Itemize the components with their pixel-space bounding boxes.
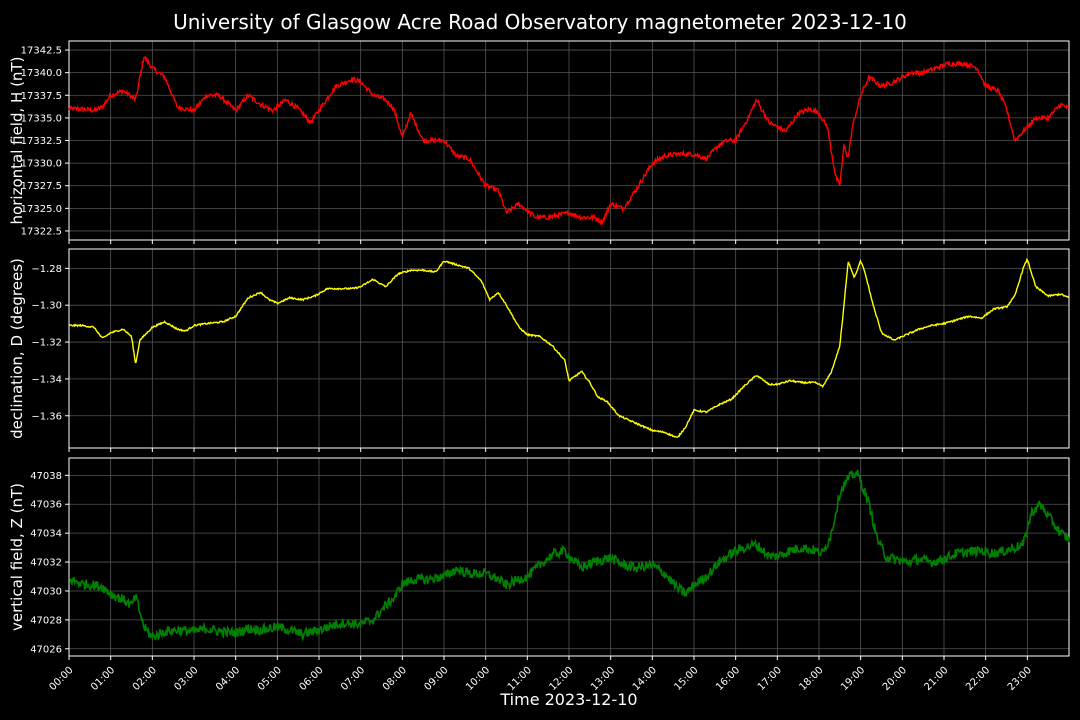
- panel-frame: [68, 40, 1070, 241]
- chart-title: University of Glasgow Acre Road Observat…: [173, 10, 907, 34]
- panel-frame: [68, 457, 1070, 657]
- x-tick-label: 21:00: [922, 665, 950, 693]
- x-tick-label: 05:00: [256, 665, 284, 693]
- y-tick-label: 47034: [30, 529, 62, 540]
- y-tick-label: 47036: [30, 500, 62, 511]
- x-tick-label: 10:00: [464, 665, 492, 693]
- x-tick-label: 08:00: [381, 665, 409, 693]
- y-tick-label: 17340.0: [21, 68, 62, 79]
- y-tick-label: −1.32: [31, 338, 62, 349]
- x-tick-label: 02:00: [131, 665, 159, 693]
- y-tick-label: −1.34: [31, 374, 62, 385]
- y-tick-label: 47038: [30, 471, 62, 482]
- x-tick-label: 13:00: [589, 665, 617, 693]
- x-tick-label: 18:00: [797, 665, 825, 693]
- x-tick-label: 00:00: [47, 665, 75, 693]
- panel-z: 47026 47028 47030 47032 47034 47036 47038 verti…: [8, 457, 1070, 660]
- y-tick-label: −1.28: [31, 264, 62, 275]
- y-tick-label: 17335.0: [21, 113, 62, 124]
- x-tick-label: 20:00: [881, 665, 909, 693]
- series-line-h: [68, 55, 1070, 227]
- y-tick-label: −1.30: [31, 301, 62, 312]
- y-tick-label: 17330.0: [21, 159, 62, 170]
- y-tick-label: 47030: [30, 586, 62, 597]
- x-tick-label: 07:00: [339, 665, 367, 693]
- x-tick-label: 19:00: [839, 665, 867, 693]
- x-tick-label: 01:00: [89, 665, 117, 693]
- x-tick-label: 22:00: [964, 665, 992, 693]
- y-tick-label: 17332.5: [21, 136, 62, 147]
- y-tick-label: 47026: [30, 644, 62, 655]
- x-tick-label: 12:00: [547, 665, 575, 693]
- panel-h: 17322.5 17325.0 17327.5 17330.0 17332.5 17335…: [8, 40, 1070, 244]
- y-tick-label: 47032: [30, 558, 62, 569]
- panel-d: −1.36 −1.34 −1.32 −1.30 −1.28 declination, D …: [8, 248, 1070, 452]
- y-tick-label: 47028: [30, 615, 62, 626]
- y-axis-label: vertical field, Z (nT): [8, 483, 26, 631]
- x-tick-label: 06:00: [297, 665, 325, 693]
- y-axis-label: declination, D (degrees): [8, 258, 26, 439]
- y-tick-label: 17322.5: [21, 226, 62, 237]
- x-axis-label: Time 2023-12-10: [500, 690, 638, 709]
- series-line-d: [68, 257, 1070, 438]
- x-tick-label: 23:00: [1006, 665, 1034, 693]
- x-tick-label: 04:00: [214, 665, 242, 693]
- x-tick-label: 11:00: [506, 665, 534, 693]
- y-tick-label: 17342.5: [21, 46, 62, 57]
- y-tick-label: 17337.5: [21, 91, 62, 102]
- x-tick-label: 16:00: [714, 665, 742, 693]
- panel-frame: [68, 248, 1070, 449]
- x-tick-label: 09:00: [422, 665, 450, 693]
- y-tick-label: −1.36: [31, 411, 62, 422]
- x-tick-label: 17:00: [756, 665, 784, 693]
- x-tick-label: 15:00: [672, 665, 700, 693]
- y-tick-label: 17327.5: [21, 181, 62, 192]
- x-tick-label: 03:00: [172, 665, 200, 693]
- series-line-z: [68, 469, 1070, 642]
- y-tick-label: 17325.0: [21, 204, 62, 215]
- y-axis-label: horizontal field, H (nT): [8, 57, 26, 225]
- x-tick-label: 14:00: [631, 665, 659, 693]
